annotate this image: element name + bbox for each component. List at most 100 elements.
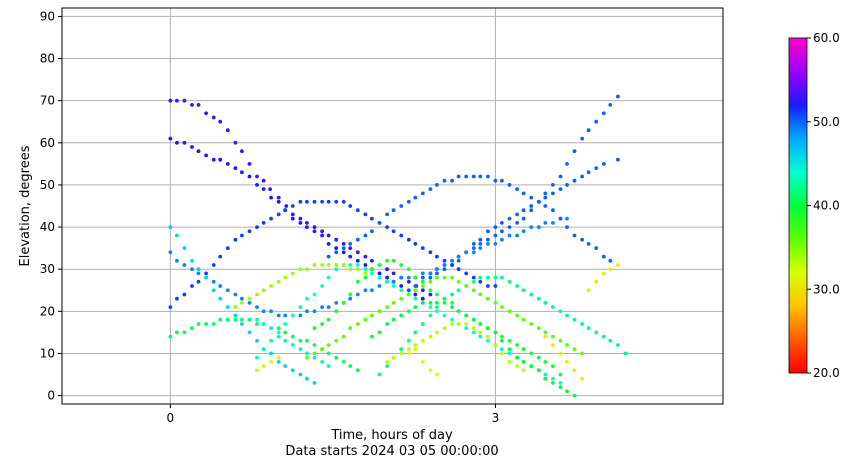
data-point [182, 98, 187, 103]
data-point [320, 284, 324, 288]
data-point [305, 221, 309, 225]
colorbar-tick-label: 20.0 [813, 366, 840, 380]
data-point [507, 338, 512, 343]
data-point [413, 284, 418, 288]
data-point [326, 242, 331, 246]
data-point [464, 322, 469, 326]
data-point [493, 233, 498, 238]
data-point [168, 225, 173, 230]
data-point [391, 258, 396, 263]
data-point [377, 275, 382, 280]
data-point [312, 381, 317, 385]
data-point [478, 334, 483, 339]
colorbar-tick-label: 30.0 [813, 282, 840, 296]
data-point [276, 355, 281, 360]
data-point [320, 199, 324, 204]
data-point [326, 275, 331, 280]
y-tick-label: 80 [40, 52, 55, 66]
data-point [565, 313, 569, 318]
data-point [298, 313, 303, 318]
data-point [594, 119, 599, 124]
data-point [456, 309, 461, 314]
data-point [420, 301, 425, 305]
data-point [572, 178, 577, 183]
data-point [551, 343, 555, 347]
data-point [586, 128, 591, 133]
data-point [529, 322, 534, 326]
data-point [196, 267, 201, 272]
data-point [478, 246, 483, 251]
data-point [478, 322, 483, 326]
y-tick-label: 40 [40, 220, 55, 234]
data-point [334, 355, 339, 360]
data-point [493, 275, 498, 280]
data-point [580, 237, 584, 242]
data-point [521, 191, 526, 196]
data-point [355, 322, 360, 326]
data-point [305, 351, 309, 356]
data-point [558, 216, 563, 221]
data-point [420, 191, 425, 196]
data-point [493, 330, 498, 335]
data-point [420, 271, 425, 276]
data-point [312, 263, 317, 267]
data-point [435, 372, 439, 377]
data-point [326, 317, 331, 322]
data-point [428, 279, 433, 284]
data-point [370, 313, 374, 318]
data-point [399, 275, 404, 280]
data-point [363, 271, 368, 276]
data-point [543, 301, 548, 305]
data-point [290, 343, 295, 347]
data-point [240, 317, 244, 322]
data-point [529, 351, 534, 356]
data-point [580, 376, 584, 381]
plot-frame [61, 7, 724, 405]
data-point [543, 334, 548, 339]
data-point [515, 284, 519, 288]
data-point [341, 250, 346, 255]
data-point [428, 275, 433, 280]
y-tick-label: 30 [40, 262, 55, 276]
data-point [493, 301, 498, 305]
data-point [551, 364, 555, 368]
data-point [385, 360, 389, 364]
data-point [298, 372, 303, 377]
data-point [428, 313, 433, 318]
data-point [442, 267, 447, 272]
data-point [240, 170, 244, 175]
y-axis-label: Elevation, degrees [18, 145, 33, 266]
data-point [558, 309, 563, 314]
data-point [261, 322, 266, 326]
data-point [233, 313, 238, 318]
data-point [363, 288, 368, 293]
data-point [334, 250, 339, 255]
data-point [450, 178, 454, 183]
data-point [175, 296, 179, 301]
data-point [211, 115, 216, 120]
x-axis-sublabel: Data starts 2024 03 05 00:00:00 [285, 444, 498, 459]
data-point [283, 338, 288, 343]
data-point [450, 301, 454, 305]
data-point [558, 187, 563, 192]
data-point [283, 330, 288, 335]
data-point [450, 258, 454, 263]
data-point [175, 233, 179, 238]
data-point [435, 305, 439, 309]
data-point [385, 275, 389, 280]
data-point [370, 271, 374, 276]
data-point [391, 301, 396, 305]
data-point [255, 292, 259, 297]
data-point [442, 178, 447, 183]
data-point [420, 279, 425, 284]
data-point [334, 237, 339, 242]
data-point [225, 288, 230, 293]
data-point [623, 351, 628, 356]
data-point [464, 326, 469, 331]
data-point [580, 174, 584, 179]
data-point [399, 296, 404, 301]
data-point [608, 258, 613, 263]
data-point [326, 351, 331, 356]
data-point [218, 317, 223, 322]
data-point [348, 246, 353, 251]
